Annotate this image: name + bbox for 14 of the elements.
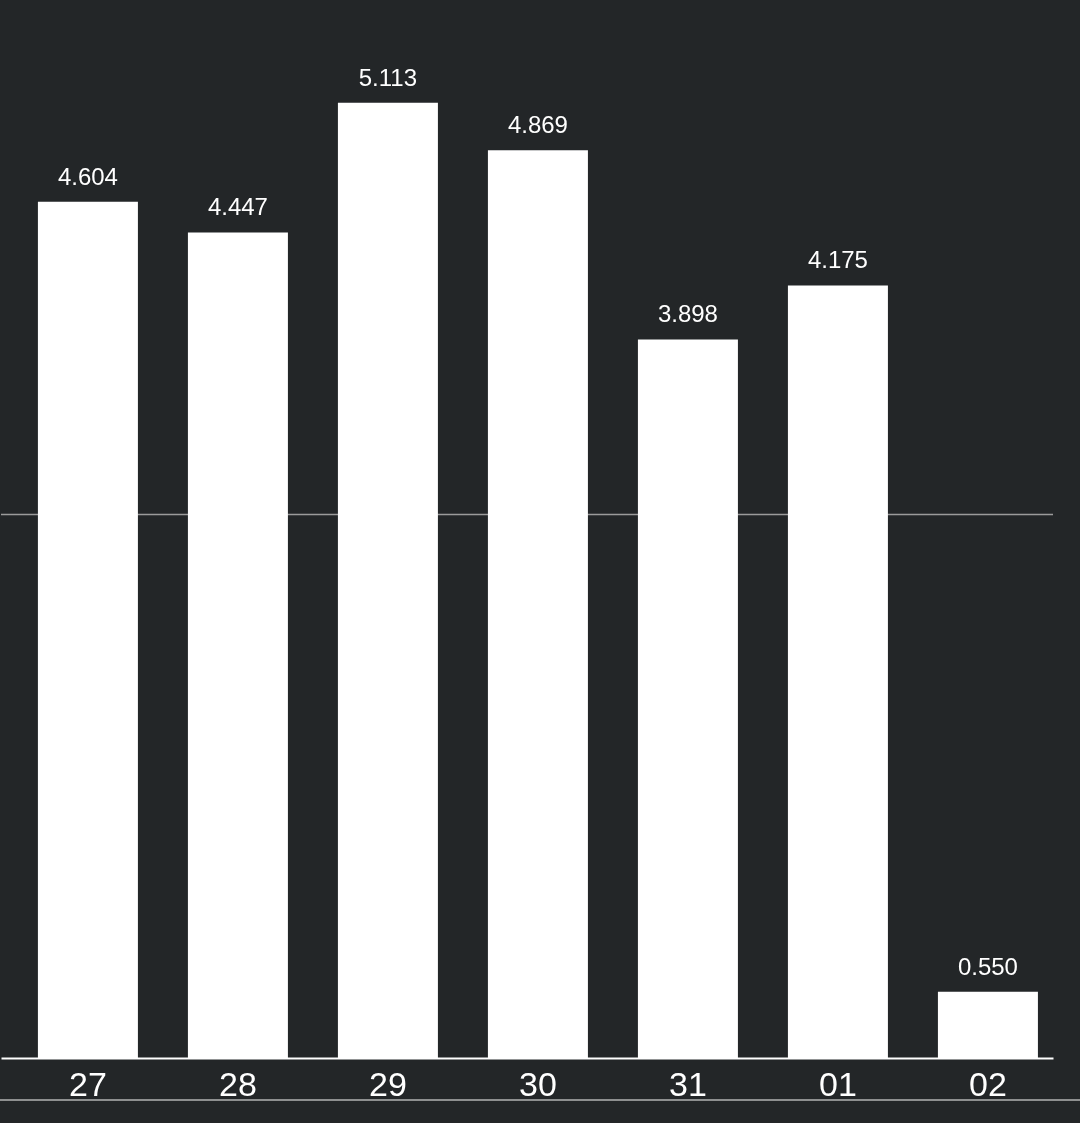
x-tick-label: 02 — [969, 1064, 1007, 1103]
data-label: 0.550 — [957, 952, 1018, 980]
data-label: 3.898 — [657, 300, 718, 328]
data-label: 4.447 — [207, 193, 268, 221]
x-tick-label: 30 — [519, 1064, 557, 1103]
data-label: 4.604 — [57, 162, 118, 190]
x-tick-label: 01 — [819, 1064, 857, 1103]
x-tick-label: 27 — [69, 1064, 107, 1103]
x-tick-label: 28 — [219, 1064, 257, 1103]
data-label: 4.869 — [507, 111, 568, 139]
data-label: 5.113 — [358, 63, 418, 91]
x-tick-label: 31 — [669, 1064, 707, 1103]
data-label: 4.175 — [807, 246, 868, 274]
x-tick-label: 29 — [369, 1064, 407, 1103]
